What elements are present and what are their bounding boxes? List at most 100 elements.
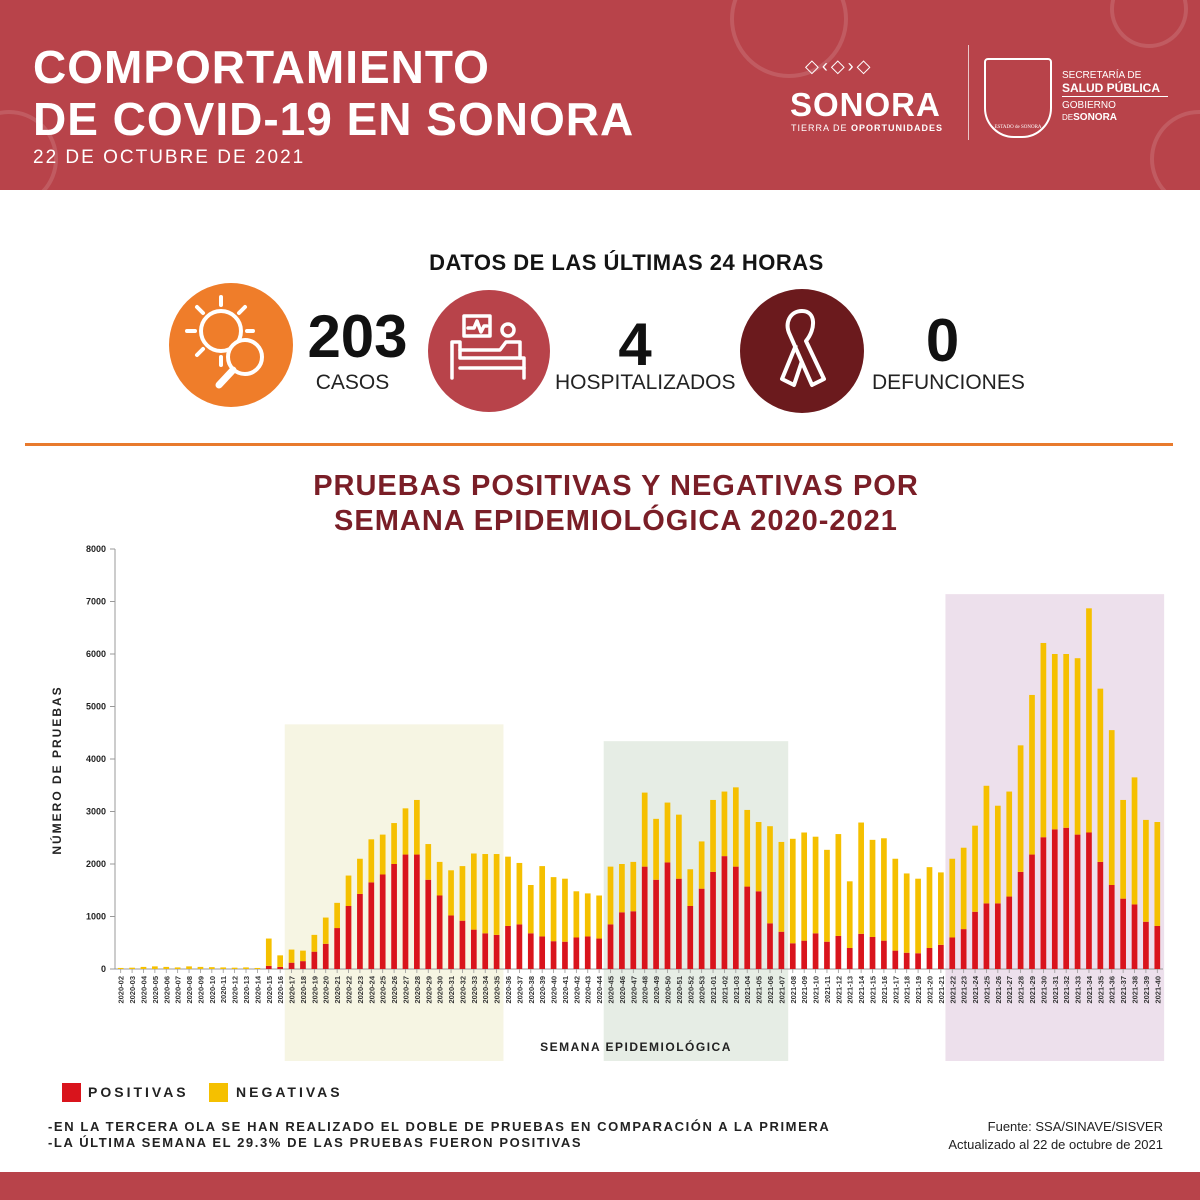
x-tick-label: 2020-42	[572, 976, 581, 1004]
header-banner: COMPORTAMIENTO DE COVID-19 EN SONORA 22 …	[0, 0, 1200, 190]
bar-positive	[892, 950, 899, 969]
chart-title-line2: SEMANA EPIDEMIOLÓGICA 2020-2021	[334, 505, 898, 537]
stacked-bars	[117, 608, 1161, 969]
bar-positive	[983, 903, 990, 969]
bar-positive	[744, 886, 751, 969]
bar-negative	[778, 841, 785, 932]
x-tick-label: 2021-38	[1131, 976, 1140, 1004]
bar-positive	[584, 936, 591, 969]
x-tick-label: 2021-06	[766, 976, 775, 1004]
bar-negative	[1086, 608, 1092, 833]
x-tick-label: 2021-35	[1096, 976, 1105, 1004]
y-tick-label: 2000	[86, 859, 106, 869]
bar-negative	[345, 875, 352, 906]
sonora-ornament-icon: ◇‹◇›◇	[805, 56, 874, 76]
bar-negative	[562, 878, 568, 942]
bar-positive	[1120, 898, 1126, 969]
x-tick-label: 2021-21	[937, 976, 946, 1004]
bar-positive	[322, 943, 329, 969]
bar-negative	[243, 967, 249, 969]
bar-positive	[641, 866, 648, 969]
bar-negative	[448, 870, 454, 916]
bar-positive	[858, 933, 864, 969]
bar-negative	[311, 934, 318, 952]
state-seal-icon: ESTADO de SONORA	[984, 58, 1052, 138]
bar-positive	[300, 961, 306, 969]
y-tick-label: 8000	[86, 544, 106, 554]
x-tick-label: 2020-43	[584, 976, 593, 1004]
bar-negative	[1143, 819, 1149, 922]
bar-negative	[755, 822, 762, 892]
x-tick-label: 2021-32	[1062, 976, 1071, 1004]
bar-positive	[482, 933, 489, 969]
x-tick-label: 2020-34	[481, 975, 490, 1003]
bar-negative	[881, 838, 887, 941]
bar-negative	[493, 854, 500, 935]
bar-negative	[1074, 658, 1081, 835]
bar-negative	[516, 862, 523, 925]
bar-positive	[357, 893, 363, 969]
section-divider	[25, 443, 1173, 446]
bar-negative	[322, 917, 329, 944]
x-tick-label: 2020-31	[447, 976, 456, 1004]
x-tick-label: 2021-30	[1039, 976, 1048, 1004]
bar-negative	[254, 967, 261, 969]
hospital-circle	[428, 290, 550, 412]
bar-positive	[1074, 834, 1081, 969]
gov-rule	[1062, 96, 1168, 97]
tests-chart: 0 1000 2000 3000 4000 5000 6000 7000 8000 2020-0…	[49, 544, 1165, 1061]
bar-negative	[903, 873, 910, 953]
bar-negative	[687, 869, 694, 906]
x-tick-label: 2021-02	[720, 976, 729, 1004]
bar-negative	[152, 966, 158, 969]
bar-negative	[1006, 791, 1013, 897]
x-tick-label: 2021-17	[891, 976, 900, 1004]
bar-negative	[664, 802, 671, 863]
x-tick-label: 2021-12	[834, 976, 843, 1004]
bar-negative	[402, 808, 409, 855]
footer-bar	[0, 1172, 1200, 1200]
bar-positive	[288, 962, 295, 969]
cases-label: CASOS	[315, 371, 390, 394]
y-tick-label: 4000	[86, 754, 106, 764]
x-tick-label: 2020-36	[504, 976, 513, 1004]
bar-positive	[1040, 837, 1047, 969]
x-tick-label: 2020-17	[288, 976, 297, 1004]
bar-negative	[641, 792, 648, 867]
x-tick-labels: 2020-02 2020-03 2020-04 2020-05 2020-06 2020-…	[117, 969, 1162, 1004]
bar-positive	[721, 856, 728, 969]
bar-negative	[288, 949, 295, 963]
bar-positive	[596, 938, 602, 969]
bar-negative	[926, 867, 933, 948]
bar-positive	[732, 866, 739, 969]
virus-decoration-icon	[1150, 110, 1200, 190]
secretaria-label: SECRETARÍA DE	[1062, 70, 1142, 81]
bar-positive	[835, 935, 842, 969]
bar-negative	[846, 881, 853, 948]
x-tick-label: 2021-10	[812, 976, 821, 1004]
bar-negative	[824, 849, 830, 942]
x-tick-label: 2021-33	[1074, 976, 1083, 1004]
bar-negative	[1017, 745, 1024, 872]
x-tick-label: 2020-44	[595, 975, 604, 1003]
bar-positive	[869, 936, 876, 969]
x-tick-label: 2020-25	[379, 976, 388, 1004]
bar-negative	[391, 823, 397, 864]
bar-negative	[539, 866, 546, 937]
hospitalized-value: 4	[618, 311, 652, 378]
bar-positive	[311, 951, 318, 969]
bar-negative	[1097, 688, 1104, 862]
bar-negative	[744, 809, 751, 887]
x-tick-label: 2020-02	[117, 976, 126, 1004]
bar-positive	[664, 862, 671, 969]
bar-negative	[584, 893, 591, 937]
x-tick-label: 2021-29	[1028, 976, 1037, 1004]
stats-title: DATOS DE LAS ÚLTIMAS 24 HORAS	[429, 250, 824, 275]
bar-positive	[1097, 861, 1104, 969]
bar-positive	[687, 906, 694, 969]
x-tick-label: 2021-27	[1005, 976, 1014, 1004]
bar-positive	[915, 953, 921, 969]
bar-positive	[573, 937, 580, 969]
bar-negative	[208, 967, 215, 969]
bar-negative	[1051, 654, 1058, 830]
